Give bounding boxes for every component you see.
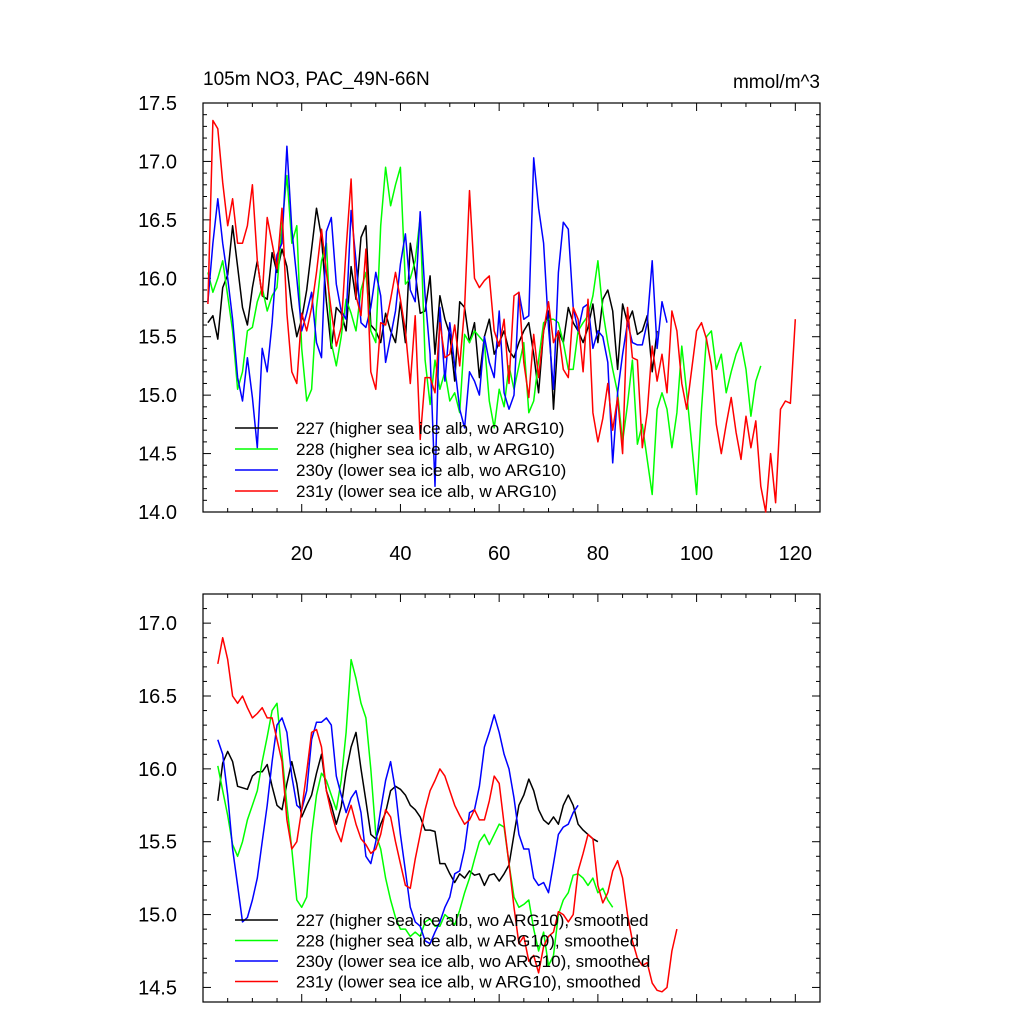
top-x-tick-label: 20 (291, 543, 313, 565)
top-panel: 20 40 60 80 100 120 14.0 14.5 15.0 15.5 16.0 16.5 17… (138, 93, 821, 565)
bottom-y-tick-label: 15.5 (138, 832, 177, 854)
top-series-line-0 (207, 207, 658, 410)
top-series-line-3 (207, 119, 797, 513)
top-x-tick-label: 60 (488, 543, 510, 565)
bottom-legend-label-2: 230y (lower sea ice alb, wo ARG10), smoo… (296, 952, 650, 971)
top-y-tick-label: 15.5 (138, 327, 177, 349)
bottom-legend-label-1: 228 (higher sea ice alb, w ARG10), smoot… (296, 932, 639, 951)
top-x-tick-label: 40 (389, 543, 411, 565)
bottom-series-line-0 (217, 731, 599, 887)
top-panel-title: 105m NO3, PAC_49N-66N (203, 69, 430, 90)
top-y-tick-label: 17.0 (138, 151, 177, 173)
bottom-legend-label-0: 227 (higher sea ice alb, wo ARG10), smoo… (296, 911, 648, 930)
bottom-y-tick-label: 14.5 (138, 977, 177, 999)
top-y-tick-label: 15.0 (138, 385, 177, 407)
bottom-series-line-3 (217, 636, 678, 993)
top-x-tick-label: 100 (680, 543, 713, 565)
top-plot-frame (202, 102, 821, 513)
bottom-y-tick-label: 15.0 (138, 905, 177, 927)
bottom-y-tick-label: 16.0 (138, 759, 177, 781)
top-legend-label-0: 227 (higher sea ice alb, wo ARG10) (296, 419, 564, 438)
top-y-tick-label: 16.0 (138, 268, 177, 290)
top-x-tick-label: 120 (779, 543, 812, 565)
top-y-tick-label: 14.0 (138, 502, 177, 524)
top-y-tick-label: 14.5 (138, 444, 177, 466)
bottom-legend-label-3: 231y (lower sea ice alb, w ARG10), smoot… (296, 973, 641, 992)
top-panel-units: mmol/m^3 (733, 72, 820, 93)
top-y-tick-label: 16.5 (138, 210, 177, 232)
top-x-tick-label: 80 (587, 543, 609, 565)
bottom-y-tick-label: 17.0 (138, 613, 177, 635)
top-legend-label-1: 228 (higher sea ice alb, w ARG10) (296, 440, 555, 459)
bottom-y-tick-label: 16.5 (138, 686, 177, 708)
top-legend-label-3: 231y (lower sea ice alb, w ARG10) (296, 482, 557, 501)
bottom-panel: 14.5 15.0 15.5 16.0 16.5 17.0 227 (higher sea … (138, 593, 821, 1003)
top-y-tick-label: 17.5 (138, 93, 177, 115)
top-legend-label-2: 230y (lower sea ice alb, wo ARG10) (296, 461, 566, 480)
bottom-series-line-2 (217, 714, 579, 945)
bottom-series-line-1 (217, 658, 614, 967)
top-series-line-2 (207, 145, 668, 488)
